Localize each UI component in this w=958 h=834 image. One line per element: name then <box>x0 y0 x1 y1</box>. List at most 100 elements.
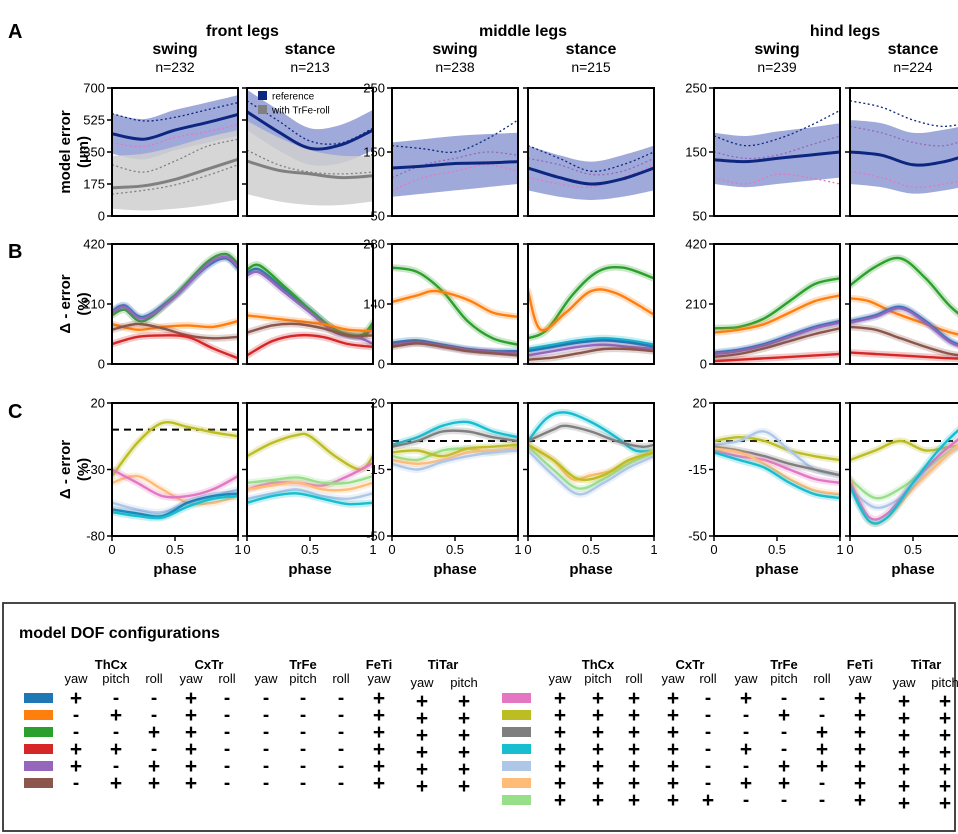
dof-disabled: - <box>300 773 306 794</box>
x-axis-title: phase <box>569 561 612 578</box>
individual-trace <box>714 135 840 160</box>
y-axis-title: model error(µm) <box>57 110 92 194</box>
dof-disabled: - <box>338 688 344 709</box>
y-tick-label: -50 <box>688 529 707 544</box>
dof-enabled: + <box>816 738 828 761</box>
series-line <box>247 488 373 501</box>
dof-disabled: - <box>819 773 825 794</box>
dof-disabled: - <box>338 773 344 794</box>
panel-A-3: 50 150 250 <box>363 81 519 224</box>
dof-label: roll <box>145 671 162 686</box>
y-axis-title-line: (%) <box>75 292 92 315</box>
dof-enabled: + <box>628 687 640 710</box>
panel-plot-area <box>528 263 654 364</box>
config-swatch <box>24 761 53 771</box>
series-line <box>528 339 654 353</box>
series-line <box>528 343 654 357</box>
dof-enabled: + <box>628 721 640 744</box>
joint-label: TiTar <box>911 657 942 672</box>
dof-disabled: - <box>263 773 269 794</box>
dof-enabled: + <box>554 789 566 812</box>
dof-enabled: + <box>898 741 910 764</box>
y-tick-label: -30 <box>86 462 105 477</box>
dof-enabled: + <box>458 775 470 798</box>
dof-enabled: + <box>816 721 828 744</box>
series-line <box>392 420 518 446</box>
error-band <box>528 145 654 200</box>
dof-enabled: + <box>898 758 910 781</box>
series-line <box>850 439 958 462</box>
y-tick-label: 280 <box>363 237 385 252</box>
dof-enabled: + <box>373 738 385 761</box>
config-swatch <box>24 693 53 703</box>
dof-enabled: + <box>854 738 866 761</box>
joint-label: ThCx <box>582 657 615 672</box>
dof-disabled: - <box>743 722 749 743</box>
config-swatch <box>502 744 531 754</box>
panel-plot-area <box>528 144 654 200</box>
x-axis-title: phase <box>153 561 196 578</box>
series-line <box>850 305 958 346</box>
dof-enabled: + <box>592 721 604 744</box>
panel-letter: A <box>8 21 22 43</box>
config-swatch <box>502 761 531 771</box>
dof-label: pitch <box>931 675 958 690</box>
panel-plot-area <box>392 119 518 197</box>
dof-disabled: - <box>263 722 269 743</box>
series-line <box>247 314 373 333</box>
x-tick-label: 1 <box>234 542 241 557</box>
y-tick-label: 250 <box>363 81 385 96</box>
dof-disabled: - <box>151 739 157 760</box>
dof-disabled: - <box>819 705 825 726</box>
dof-disabled: - <box>781 739 787 760</box>
panel-plot-area <box>714 427 840 502</box>
dof-disabled: - <box>263 756 269 777</box>
dof-disabled: - <box>705 773 711 794</box>
series-band <box>528 422 654 451</box>
dof-enabled: + <box>667 738 679 761</box>
dof-enabled: + <box>592 772 604 795</box>
dof-enabled: + <box>554 721 566 744</box>
panel-plot-area <box>392 418 518 473</box>
x-tick-label: 0 <box>108 542 115 557</box>
dof-enabled: + <box>628 772 640 795</box>
y-tick-label: 0 <box>700 357 707 372</box>
dof-label: roll <box>332 671 349 686</box>
panel-letter: C <box>8 401 22 423</box>
panel-B-6 <box>845 243 958 365</box>
dof-enabled: + <box>816 755 828 778</box>
x-tick-label: 0 <box>710 542 717 557</box>
panel-A-1: 0 175 350 525 700 <box>83 81 239 224</box>
series-line <box>392 266 518 346</box>
dof-enabled: + <box>185 704 197 727</box>
series-line <box>247 492 373 506</box>
series-line <box>528 411 654 453</box>
individual-trace <box>392 164 518 192</box>
dof-enabled: + <box>373 755 385 778</box>
panel-plot-area <box>112 250 238 364</box>
dof-enabled: + <box>628 704 640 727</box>
y-tick-label: 150 <box>685 145 707 160</box>
series-line <box>714 277 840 330</box>
dof-disabled: - <box>705 722 711 743</box>
dof-enabled: + <box>185 721 197 744</box>
column-subtitle: swing <box>152 41 197 58</box>
dof-enabled: + <box>854 721 866 744</box>
individual-trace <box>247 149 373 175</box>
dof-label: pitch <box>770 671 797 686</box>
y-tick-label: 0 <box>98 209 105 224</box>
dof-disabled: - <box>781 790 787 811</box>
dof-enabled: + <box>70 738 82 761</box>
individual-trace <box>112 164 238 195</box>
series-line <box>528 288 654 332</box>
legend-swatch <box>258 91 267 100</box>
dof-label: roll <box>813 671 830 686</box>
series-line <box>247 270 373 346</box>
series-line <box>714 294 840 334</box>
y-tick-label: 175 <box>83 177 105 192</box>
y-tick-label: 210 <box>685 297 707 312</box>
config-swatch <box>502 727 531 737</box>
panel-C-5: -50 -15 20 0 0.5 1 phase <box>688 396 843 579</box>
